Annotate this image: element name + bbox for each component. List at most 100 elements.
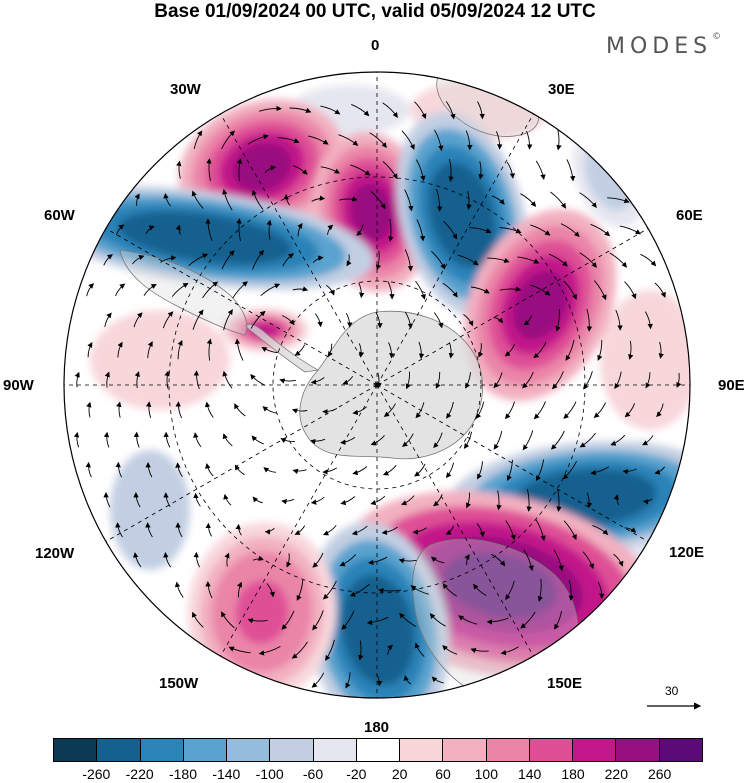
wind-arrow (556, 488, 562, 512)
wind-arrow (346, 254, 352, 267)
wind-arrow (613, 494, 620, 506)
wind-arrow (477, 461, 483, 480)
wind-arrow (281, 498, 295, 505)
wind-arrow (175, 401, 183, 419)
wind-arrow (340, 496, 356, 506)
wind-arrow (175, 462, 183, 478)
colorbar-tick-label: 100 (474, 766, 499, 782)
wind-arrow (593, 280, 607, 301)
wind-arrow (160, 255, 177, 263)
lon-label-150w: 150W (159, 675, 199, 692)
wind-arrow (445, 525, 455, 535)
wind-arrow (457, 254, 479, 266)
colorbar-swatch (227, 739, 271, 761)
wind-arrow (342, 375, 354, 385)
wind-arrow (387, 644, 393, 655)
wind-arrow (416, 219, 426, 242)
wind-arrow (311, 672, 325, 688)
wind-arrow (192, 309, 204, 330)
colorbar-swatch (140, 739, 184, 761)
wind-arrow (375, 250, 382, 271)
wind-arrow (281, 610, 295, 630)
wind-arrow (358, 282, 365, 299)
wind-arrow (645, 372, 651, 389)
wind-arrow (103, 431, 110, 448)
wind-arrow (590, 466, 610, 476)
wind-arrow (551, 371, 564, 390)
wind-arrow (205, 581, 213, 599)
wind-arrow (205, 522, 212, 537)
wind-arrow (431, 676, 444, 684)
wind-arrow (350, 164, 371, 176)
wind-arrow (554, 611, 562, 630)
wind-arrow (579, 432, 596, 448)
wind-arrow (656, 403, 664, 418)
colorbar-tick-label: 220 (604, 766, 629, 782)
map-title: Base 01/09/2024 00 UTC, valid 05/09/2024… (154, 1, 596, 22)
wind-arrow (568, 579, 575, 601)
wind-arrow (535, 519, 546, 542)
wind-arrow (252, 249, 265, 270)
lon-label-150e: 150E (547, 675, 583, 692)
colorbar-tick-label: -140 (212, 766, 241, 782)
colorbar-tick-label: -100 (255, 766, 284, 782)
wind-arrow (381, 526, 398, 536)
wind-arrow (162, 311, 174, 329)
wind-arrow (593, 402, 607, 418)
wind-arrow (613, 553, 624, 567)
wind-arrow (294, 344, 306, 356)
wind-arrow (586, 308, 593, 332)
wind-arrow (429, 613, 446, 627)
wind-arrow (206, 158, 212, 182)
colorbar-swatch (443, 739, 487, 761)
wind-arrow (163, 193, 171, 207)
wind-arrow (523, 315, 533, 326)
colorbar (53, 738, 703, 762)
wind-arrow (322, 408, 338, 415)
wind-arrow (464, 554, 470, 566)
colorbar-tick-label: -60 (302, 766, 324, 782)
wind-arrow (645, 311, 653, 330)
wind-arrow (458, 615, 478, 625)
wind-arrow (562, 460, 578, 480)
wind-arrow (322, 467, 338, 475)
wind-arrow (145, 401, 152, 418)
wind-arrow (175, 224, 181, 235)
wind-arrow (565, 339, 575, 361)
colorbar-swatch (400, 739, 444, 761)
colorbar-tick-label: -180 (168, 766, 198, 782)
wind-arrow (232, 281, 249, 299)
wind-arrow (478, 161, 484, 180)
wind-arrow (247, 618, 268, 624)
wind-arrow (530, 284, 551, 296)
wind-arrow (416, 159, 426, 182)
wind-arrow (548, 253, 568, 267)
wind-arrow (352, 406, 367, 416)
wind-arrow (312, 552, 324, 568)
south-america-landmass (119, 249, 248, 336)
wind-arrow (345, 312, 353, 328)
wind-arrow (291, 641, 308, 659)
wind-arrow (258, 105, 282, 112)
wind-arrow (563, 520, 577, 541)
wind-arrow (339, 196, 358, 202)
wind-arrow (486, 617, 509, 625)
wind-arrow (446, 401, 454, 419)
wind-arrow (473, 583, 487, 596)
wind-arrow (74, 371, 80, 388)
wind-arrow (223, 309, 233, 331)
wind-arrow (414, 463, 426, 477)
wind-arrow (658, 341, 664, 359)
colorbar-tick-label: 260 (647, 766, 672, 782)
colorbar-ticks: -260 -220 -180 -140 -100 -60 -20 20 60 100 140 180 2… (53, 766, 703, 782)
wind-arrow (399, 612, 417, 627)
vector-scale: 30 (645, 684, 705, 714)
wind-arrow (222, 370, 233, 389)
wind-arrow (145, 522, 153, 538)
wind-arrow (553, 549, 564, 572)
wind-arrow (478, 343, 484, 358)
wind-arrow (339, 554, 357, 567)
wind-arrow (522, 430, 534, 451)
colorbar-tick-label: -20 (346, 766, 367, 782)
wind-arrow (175, 522, 183, 538)
